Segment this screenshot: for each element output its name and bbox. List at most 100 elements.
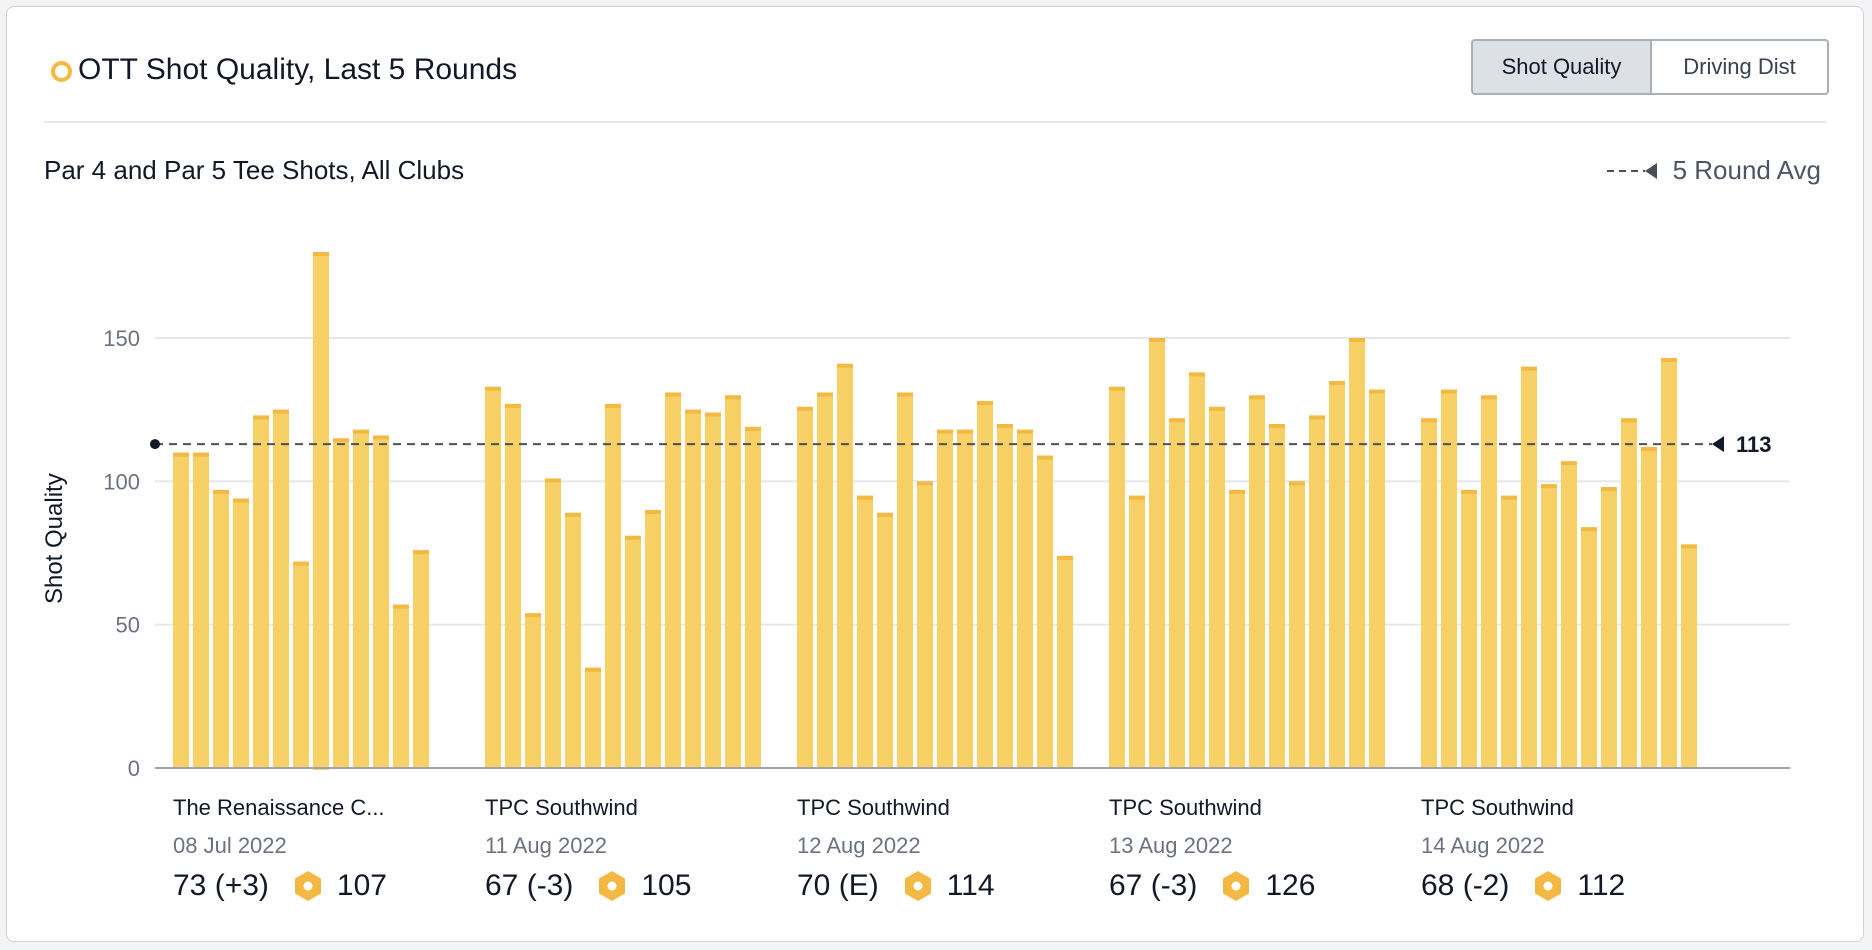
bar-cap (937, 429, 953, 434)
bar (1581, 527, 1597, 768)
y-tick-label: 100 (103, 469, 140, 494)
bar (353, 429, 369, 768)
hexagon-icon (904, 871, 931, 901)
bar-cap (1481, 395, 1497, 400)
bar (1057, 555, 1073, 768)
bar-cap (977, 401, 993, 406)
bar (1541, 484, 1557, 768)
bar (565, 512, 581, 768)
bar-cap (173, 452, 189, 457)
bar (1329, 381, 1345, 768)
bar-cap (213, 489, 229, 494)
bar (1481, 395, 1497, 768)
round-quality: 126 (1265, 869, 1316, 902)
bar (1229, 489, 1245, 768)
legend: 5 Round Avg (1606, 155, 1821, 186)
average-start-dot (150, 439, 160, 450)
bar-cap (645, 510, 661, 514)
bar-cap (625, 535, 641, 540)
bar-cap (545, 478, 561, 483)
round-quality: 107 (336, 869, 387, 902)
bar-cap (1189, 372, 1205, 377)
bar-cap (1169, 418, 1185, 423)
round-summary: TPC Southwind 11 Aug 2022 67 (-3) 105 (485, 795, 691, 903)
score-row: 67 (-3) 126 (1109, 869, 1315, 903)
bar-cap (1209, 406, 1225, 411)
bar-cap (1601, 487, 1617, 492)
bar (685, 409, 701, 768)
bar (1037, 455, 1053, 768)
chart-subtitle: Par 4 and Par 5 Tee Shots, All Clubs (44, 155, 465, 185)
bar (937, 429, 953, 768)
bar (837, 363, 853, 768)
divider (44, 121, 1827, 123)
circle-outline-icon (51, 61, 72, 82)
driving-dist-button[interactable]: Driving Dist (1652, 41, 1827, 93)
dashed-line-arrow-icon (1606, 162, 1657, 179)
bar (545, 478, 561, 768)
bar-cap (313, 252, 329, 256)
bar (1349, 338, 1365, 768)
score-row: 73 (+3) 107 (173, 869, 387, 903)
bar-cap (1641, 446, 1657, 451)
average-value-label: 113 (1736, 432, 1772, 457)
round-date: 11 Aug 2022 (485, 833, 607, 858)
bar (745, 426, 761, 768)
bar (797, 406, 813, 768)
bar (665, 392, 681, 768)
bar-cap (1229, 489, 1245, 494)
bar-cap (1541, 484, 1557, 489)
bar-cap (1289, 481, 1305, 486)
bar-cap (373, 435, 389, 440)
hexagon-icon (1535, 871, 1562, 901)
bar-cap (665, 392, 681, 397)
bar-cap (857, 495, 873, 500)
course-name: TPC Southwind (1421, 795, 1574, 820)
bar (485, 386, 501, 768)
bar (877, 512, 893, 768)
bar (173, 452, 189, 768)
round-quality: 114 (946, 869, 995, 902)
bar-cap (917, 481, 933, 486)
round-summary: TPC Southwind 13 Aug 2022 67 (-3) 126 (1109, 795, 1315, 903)
y-axis-title: Shot Quality (41, 473, 68, 604)
metric-toggle: Shot Quality Driving Dist (1471, 39, 1829, 95)
course-name: TPC Southwind (797, 795, 950, 820)
bar-cap (1017, 429, 1033, 434)
y-tick-label: 0 (128, 756, 140, 781)
bar-cap (1461, 489, 1477, 494)
bar (1421, 418, 1437, 768)
hexagon-icon (599, 871, 626, 901)
bar (725, 395, 741, 768)
bar-cap (233, 498, 249, 503)
bar-cap (897, 392, 913, 397)
round-date: 14 Aug 2022 (1421, 833, 1545, 858)
bar (1169, 418, 1185, 768)
bar-cap (957, 429, 973, 434)
bar (1641, 446, 1657, 768)
bar-cap (797, 406, 813, 411)
bar-cap (1349, 338, 1365, 342)
score-row: 68 (-2) 112 (1421, 869, 1625, 903)
bar (977, 401, 993, 768)
bar (625, 535, 641, 768)
bar (585, 667, 601, 768)
bar-cap (565, 512, 581, 517)
bar-cap (1249, 395, 1265, 400)
bar-cap (1421, 418, 1437, 423)
bar-cap (685, 409, 701, 414)
round-quality: 112 (1577, 869, 1626, 902)
bar-cap (293, 561, 309, 566)
bar (525, 613, 541, 768)
bar (253, 415, 269, 768)
bar (997, 424, 1013, 768)
round-score: 70 (E) (797, 869, 879, 902)
bar-cap (745, 426, 761, 431)
y-tick-label: 150 (103, 326, 140, 351)
bar (1561, 461, 1577, 768)
bar (1149, 338, 1165, 768)
shot-quality-button[interactable]: Shot Quality (1473, 41, 1652, 93)
score-row: 67 (-3) 105 (485, 869, 691, 903)
round-quality: 105 (641, 869, 692, 902)
bar (273, 409, 289, 768)
